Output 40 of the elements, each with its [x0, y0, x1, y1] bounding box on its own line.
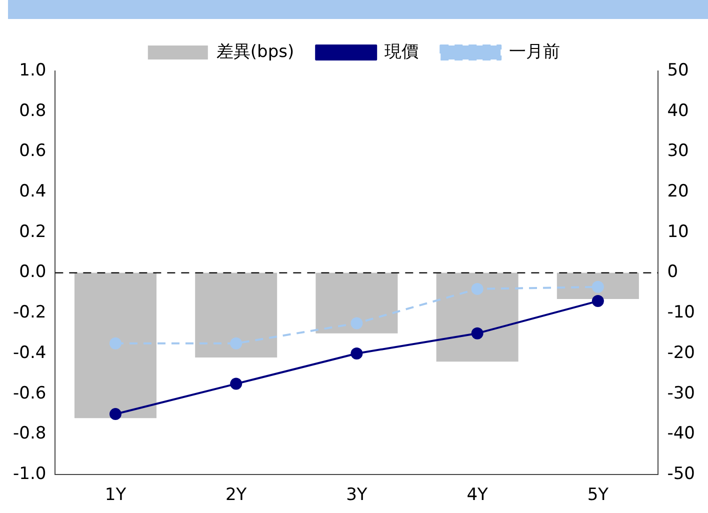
y-tick-label: 0.0	[19, 262, 46, 282]
legend-label: 一月前	[509, 42, 560, 62]
x-tick-label: 3Y	[346, 485, 368, 506]
y2-tick-label: -30	[667, 383, 696, 404]
point	[350, 317, 363, 330]
legend-label: 差異(bps)	[216, 42, 294, 62]
y-tick-label: -0.4	[13, 342, 46, 363]
y-tick-label: 0.4	[19, 182, 46, 202]
y2-tick-label: -20	[667, 342, 696, 363]
x-tick-label: 1Y	[104, 485, 127, 506]
y2-tick-label: -50	[667, 464, 696, 484]
y2-tick-label: -10	[667, 302, 696, 323]
point	[230, 378, 242, 390]
y-tick-label: -0.8	[13, 424, 46, 444]
point	[350, 348, 363, 360]
y-tick-label: 0.2	[19, 222, 46, 242]
legend-label: 現價	[384, 42, 419, 62]
y-tick-label: 0.8	[19, 100, 46, 121]
point	[230, 337, 242, 350]
y2-tick-label: 50	[667, 60, 689, 80]
y-tick-label: 1.0	[19, 60, 46, 80]
point	[109, 337, 122, 350]
x-tick-label: 2Y	[225, 485, 248, 506]
y2-tick-label: 40	[667, 100, 689, 121]
y2-tick-label: 30	[667, 141, 689, 162]
x-tick-label: 5Y	[587, 485, 610, 506]
y-tick-label: 0.6	[19, 141, 46, 162]
y2-tick-label: -40	[667, 424, 696, 444]
y2-tick-label: 0	[667, 262, 678, 282]
y2-tick-label: 20	[667, 182, 689, 202]
point	[471, 327, 484, 340]
point	[592, 295, 604, 308]
point	[471, 282, 484, 295]
point	[592, 280, 604, 293]
y-tick-label: -1.0	[13, 464, 46, 484]
y2-tick-label: 10	[667, 222, 689, 242]
point	[109, 408, 122, 420]
x-tick-label: 4Y	[466, 485, 489, 506]
y-tick-label: -0.2	[13, 302, 46, 323]
y-tick-label: -0.6	[13, 383, 46, 404]
